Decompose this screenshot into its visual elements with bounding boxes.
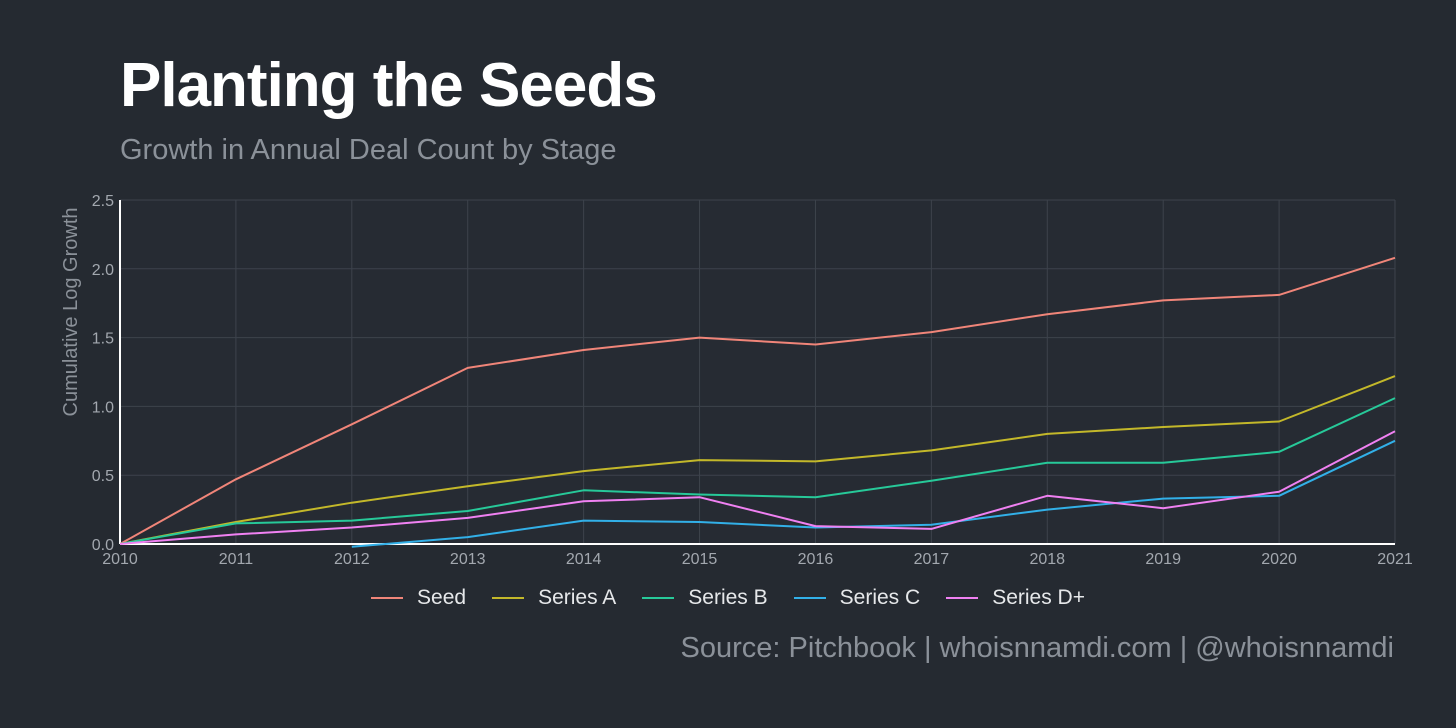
y-tick-label: 1.0 [92, 399, 114, 416]
legend-swatch [642, 597, 675, 599]
grid-lines [119, 199, 1396, 545]
legend-swatch [793, 597, 826, 599]
legend-swatch [946, 597, 979, 599]
legend-item: Seed [371, 586, 466, 610]
y-tick-label: 2.0 [92, 262, 114, 279]
x-tick-label: 2021 [1377, 551, 1413, 568]
legend-swatch [371, 597, 404, 599]
chart-subtitle: Growth in Annual Deal Count by Stage [120, 134, 617, 166]
series-line-series-d- [120, 430, 1396, 545]
x-tick-label: 2014 [566, 551, 602, 568]
legend-item: Series D+ [946, 586, 1085, 610]
chart-title: Planting the Seeds [120, 51, 658, 120]
x-tick-label: 2020 [1261, 551, 1297, 568]
y-tick-label: 1.5 [92, 331, 114, 348]
y-tick-label: 0.0 [92, 537, 114, 554]
x-tick-label: 2013 [450, 551, 486, 568]
plot-area [120, 200, 1395, 544]
legend-label: Series D+ [992, 586, 1085, 609]
x-tick-label: 2016 [798, 551, 834, 568]
legend-label: Seed [417, 586, 467, 609]
x-tick-label: 2011 [219, 551, 254, 568]
series-lines [120, 256, 1396, 548]
y-tick-label: 2.5 [92, 193, 114, 210]
legend-item: Series B [642, 586, 768, 610]
series-line-series-c [351, 439, 1396, 548]
series-line-seed [120, 256, 1396, 545]
legend-label: Series C [839, 586, 921, 609]
y-tick-labels: 0.0 0.5 1.0 1.5 2.0 2.5 [92, 193, 114, 554]
y-axis-label: Cumulative Log Growth [60, 208, 82, 417]
x-tick-label: 2019 [1145, 551, 1181, 568]
series-line-series-a [120, 375, 1396, 545]
series-line-series-b [120, 397, 1396, 545]
line-chart: 2010 2011 2012 2013 2014 2015 2016 2017 2018 2019… [60, 193, 1413, 568]
x-tick-label: 2018 [1029, 551, 1065, 568]
x-tick-label: 2010 [102, 551, 138, 568]
axes [119, 200, 1395, 545]
legend-swatch [492, 597, 525, 599]
legend: Seed Series A Series B Series C Series D+ [0, 586, 1456, 610]
x-tick-label: 2015 [682, 551, 718, 568]
legend-item: Series C [793, 586, 921, 610]
x-tick-labels: 2010 2011 2012 2013 2014 2015 2016 2017 2018 2019… [102, 551, 1413, 568]
legend-item: Series A [492, 586, 616, 610]
x-tick-label: 2012 [334, 551, 370, 568]
source-note: Source: Pitchbook | whoisnnamdi.com | @w… [680, 632, 1394, 664]
x-tick-label: 2017 [914, 551, 950, 568]
y-tick-label: 0.5 [92, 468, 114, 485]
legend-label: Series B [688, 586, 768, 609]
legend-label: Series A [538, 586, 617, 609]
